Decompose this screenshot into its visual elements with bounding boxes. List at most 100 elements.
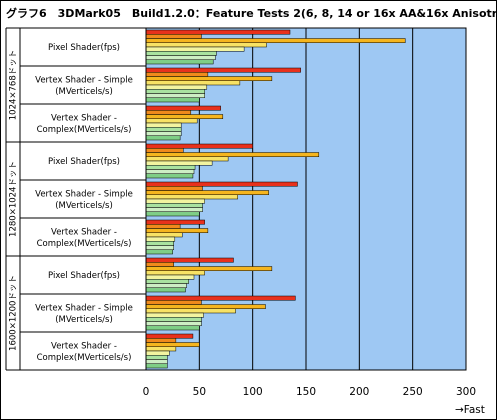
bar bbox=[145, 80, 241, 86]
bar bbox=[145, 135, 181, 141]
bar bbox=[145, 160, 213, 166]
bar bbox=[145, 127, 182, 132]
test-label: Vertex Shader - bbox=[51, 113, 117, 123]
bar bbox=[145, 295, 296, 301]
bar bbox=[145, 76, 273, 81]
x-tick-label: 150 bbox=[296, 386, 316, 398]
bar bbox=[145, 333, 194, 339]
bar bbox=[145, 143, 253, 149]
bar bbox=[145, 67, 301, 73]
test-label: Vertex Shader - Simple bbox=[35, 75, 133, 85]
bar bbox=[145, 55, 216, 60]
bar bbox=[145, 38, 406, 43]
test-label: Pixel Shader(fps) bbox=[48, 43, 120, 53]
bar bbox=[145, 72, 209, 77]
bar bbox=[145, 338, 177, 343]
bar bbox=[145, 266, 273, 271]
bar bbox=[145, 245, 174, 250]
group-label: 1280×1024ドット bbox=[9, 161, 19, 237]
bar bbox=[145, 304, 266, 309]
test-label: (MVerticels/s) bbox=[55, 315, 113, 325]
x-tick-label: 50 bbox=[193, 386, 206, 398]
bar bbox=[145, 325, 200, 331]
bar bbox=[145, 312, 204, 318]
bar bbox=[145, 203, 203, 208]
bar bbox=[145, 346, 177, 352]
test-label: (MVerticels/s) bbox=[55, 87, 113, 97]
bar bbox=[145, 236, 176, 242]
chart-title: グラフ6 3DMark05 Build1.2.0：Feature Tests 2… bbox=[6, 6, 497, 20]
bar bbox=[145, 300, 202, 305]
bar bbox=[145, 228, 209, 233]
test-label: Vertex Shader - bbox=[51, 341, 117, 351]
x-axis-label: →Fast bbox=[455, 404, 485, 416]
test-label: Pixel Shader(fps) bbox=[48, 271, 120, 281]
x-tick-label: 200 bbox=[349, 386, 369, 398]
x-tick-label: 300 bbox=[456, 386, 476, 398]
test-label: Pixel Shader(fps) bbox=[48, 157, 120, 167]
bar bbox=[145, 131, 182, 136]
bar bbox=[145, 308, 236, 314]
bar bbox=[145, 186, 203, 191]
bar bbox=[145, 173, 194, 179]
bar bbox=[145, 114, 224, 119]
bar bbox=[145, 232, 183, 238]
bar bbox=[145, 29, 291, 35]
group-label: 1600×1200ドット bbox=[9, 275, 19, 351]
bar bbox=[145, 89, 205, 94]
test-label: Vertex Shader - Simple bbox=[35, 303, 133, 313]
bar bbox=[145, 355, 168, 360]
bar bbox=[145, 350, 170, 356]
bar bbox=[145, 181, 298, 187]
x-tick-label: 100 bbox=[243, 386, 263, 398]
bar bbox=[145, 359, 168, 364]
plot-border bbox=[145, 27, 467, 371]
bar bbox=[145, 219, 205, 225]
test-label: Complex(MVerticels/s) bbox=[37, 125, 132, 135]
bar bbox=[145, 207, 203, 212]
bar bbox=[145, 156, 229, 162]
bar bbox=[145, 211, 200, 217]
test-label: Complex(MVerticels/s) bbox=[37, 239, 132, 249]
bar bbox=[145, 194, 238, 200]
bar bbox=[145, 110, 192, 115]
bar bbox=[145, 257, 234, 263]
x-tick-label: 250 bbox=[403, 386, 423, 398]
bar bbox=[145, 270, 205, 276]
test-label: Vertex Shader - Simple bbox=[35, 189, 133, 199]
bar bbox=[145, 279, 189, 284]
bar bbox=[145, 262, 174, 267]
test-label: Vertex Shader - bbox=[51, 227, 117, 237]
bar bbox=[145, 152, 320, 157]
bar bbox=[145, 84, 208, 90]
bar bbox=[145, 249, 173, 255]
bar bbox=[145, 321, 202, 326]
test-label: Complex(MVerticels/s) bbox=[37, 353, 132, 363]
test-label: (MVerticels/s) bbox=[55, 201, 113, 211]
bar bbox=[145, 224, 181, 229]
bar bbox=[145, 165, 196, 170]
bar bbox=[145, 105, 221, 111]
bar bbox=[145, 118, 198, 124]
bar bbox=[145, 317, 202, 322]
bar bbox=[145, 59, 214, 65]
bar bbox=[145, 363, 168, 369]
bar bbox=[145, 148, 184, 153]
x-tick-label: 0 bbox=[143, 386, 150, 398]
bar bbox=[145, 342, 200, 347]
bar bbox=[145, 34, 202, 39]
bar bbox=[145, 241, 174, 246]
bar bbox=[145, 190, 269, 195]
bar bbox=[145, 97, 200, 103]
bar bbox=[145, 51, 217, 56]
bar bbox=[145, 283, 187, 288]
group-label: 1024×768ドット bbox=[9, 50, 19, 120]
bar bbox=[145, 274, 195, 280]
bar bbox=[145, 198, 205, 204]
bar bbox=[145, 169, 195, 174]
bar bbox=[145, 122, 182, 128]
bar bbox=[145, 42, 267, 48]
bar bbox=[145, 93, 205, 98]
bar bbox=[145, 287, 186, 293]
